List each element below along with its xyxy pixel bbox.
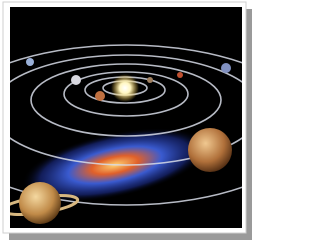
planet <box>26 58 34 66</box>
page <box>0 0 255 243</box>
thumbnail <box>0 0 255 243</box>
sun <box>111 74 139 102</box>
planet <box>147 77 153 83</box>
solar-system-image <box>0 7 255 228</box>
planet <box>221 63 231 73</box>
planet <box>95 91 105 101</box>
jupiter <box>188 128 232 172</box>
planet <box>71 75 81 85</box>
planet <box>177 72 183 78</box>
saturn <box>19 182 61 224</box>
